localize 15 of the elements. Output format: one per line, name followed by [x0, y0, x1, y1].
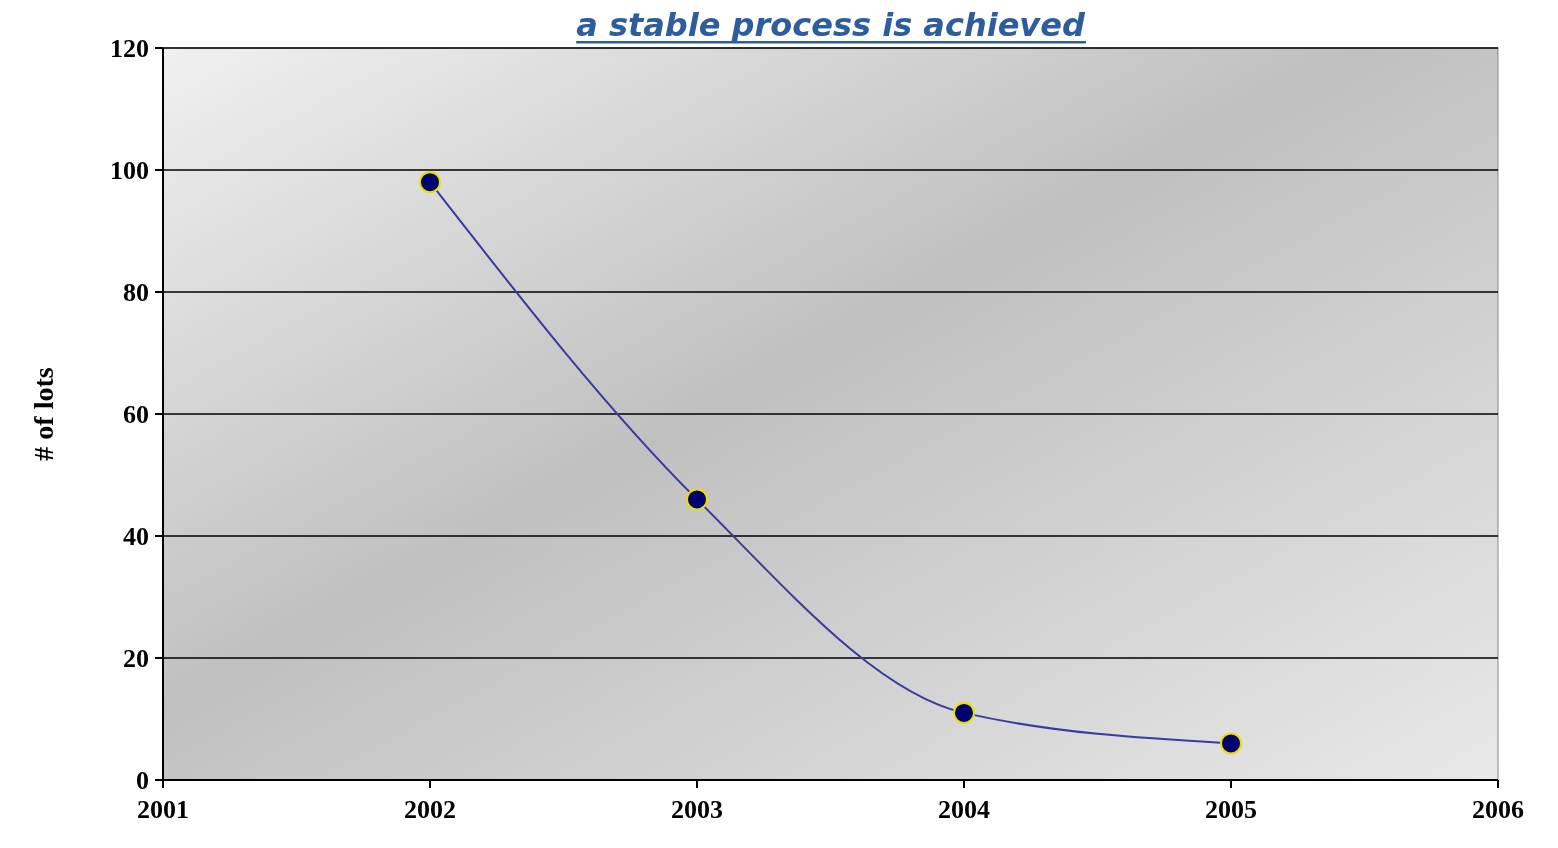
x-tick-label: 2006 [1472, 795, 1524, 824]
y-tick-label: 120 [110, 34, 149, 64]
y-tick-label: 80 [123, 278, 149, 308]
x-tick-label: 2004 [938, 795, 990, 824]
x-tick-label: 2002 [404, 795, 456, 824]
x-tick-label: 2005 [1205, 795, 1257, 824]
y-tick-label: 0 [136, 766, 149, 796]
y-tick-label: 40 [123, 522, 149, 552]
x-tick-label: 2003 [671, 795, 723, 824]
chart-title: a stable process is achieved [576, 6, 1086, 44]
y-tick-label: 100 [110, 156, 149, 186]
x-tick-label: 2001 [137, 795, 189, 824]
y-tick-label: 20 [123, 644, 149, 674]
y-axis-title: # of lots [28, 367, 59, 461]
y-tick-label: 60 [123, 400, 149, 430]
